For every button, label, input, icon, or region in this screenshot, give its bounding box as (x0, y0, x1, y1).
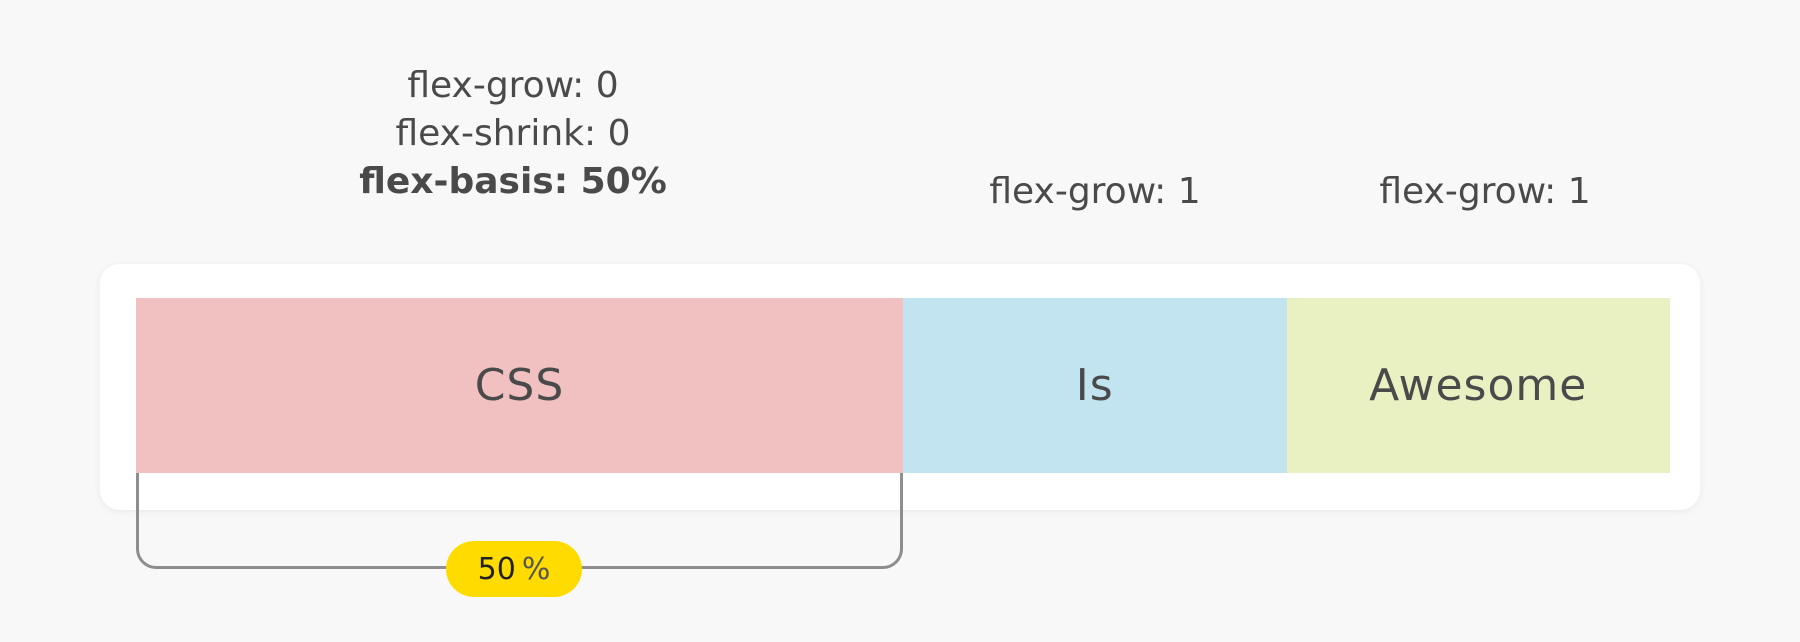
css-flex-grow-label: flex-grow: 0 (407, 65, 619, 106)
flex-items-row: CSS Is Awesome (136, 298, 1670, 473)
basis-measurement-pill: 50 % (446, 541, 582, 597)
flex-item-is-label: Is (1075, 360, 1114, 411)
flex-item-awesome-label: Awesome (1369, 360, 1588, 411)
is-flex-grow-label: flex-grow: 1 (989, 171, 1201, 212)
flex-item-awesome: Awesome (1286, 298, 1670, 473)
basis-measurement-unit: % (521, 551, 551, 587)
css-item-properties: flex-grow: 0 flex-shrink: 0 flex-basis: … (338, 62, 688, 206)
flex-item-is: Is (903, 298, 1287, 473)
flex-item-css-label: CSS (474, 360, 565, 411)
basis-measurement-value: 50 (477, 551, 516, 587)
is-item-properties: flex-grow: 1 (930, 168, 1260, 216)
flex-item-css: CSS (136, 298, 903, 473)
css-flex-basis-label: flex-basis: 50% (359, 161, 667, 202)
awesome-flex-grow-label: flex-grow: 1 (1379, 171, 1591, 212)
awesome-item-properties: flex-grow: 1 (1320, 168, 1650, 216)
css-flex-shrink-label: flex-shrink: 0 (395, 113, 631, 154)
